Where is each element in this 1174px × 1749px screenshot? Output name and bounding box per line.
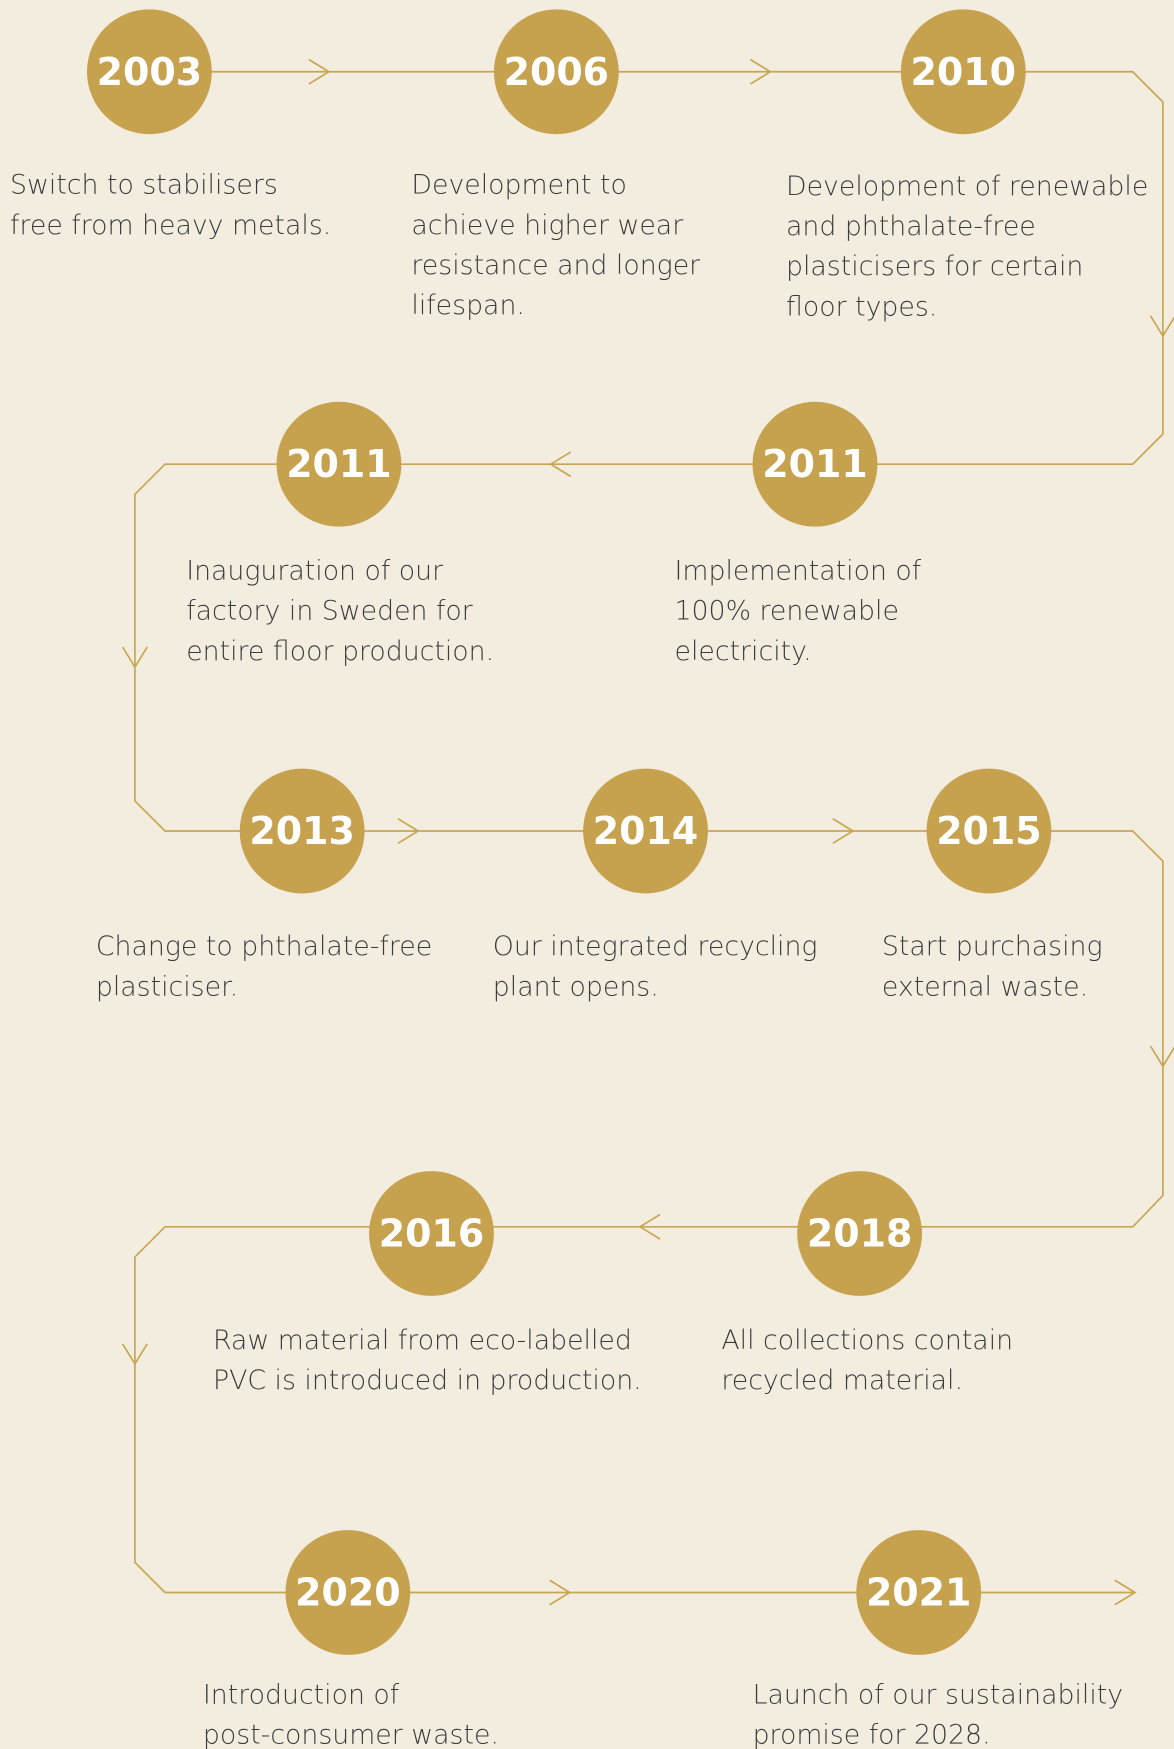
description-line: PVC is introduced in production. xyxy=(213,1365,642,1396)
description-line: promise for 2028. xyxy=(753,1719,991,1749)
description-line: electricity. xyxy=(675,636,812,667)
year-circle xyxy=(493,9,619,135)
description-line: All collections contain xyxy=(721,1325,1013,1356)
description-line: Implementation of xyxy=(675,555,922,586)
year-label: 2011 xyxy=(762,442,867,486)
year-circle xyxy=(86,9,212,135)
milestone: 2006 Development to achieve higher wear res… xyxy=(411,9,700,321)
year-label: 2014 xyxy=(593,809,698,853)
year-circle xyxy=(900,9,1026,135)
description-line: plasticisers for certain xyxy=(786,251,1083,282)
description-line: post-consumer waste. xyxy=(203,1719,499,1749)
description-line: and phthalate-free xyxy=(786,211,1036,242)
milestone: 2020 Introduction of post-consumer waste. xyxy=(203,1530,499,1749)
milestone: 2013 Change to phthalate-free plasticiser. xyxy=(96,768,432,1002)
description-line: Development to xyxy=(411,170,626,201)
milestone: 2016 Raw material from eco-labelled PVC is… xyxy=(213,1171,642,1396)
year-label: 2018 xyxy=(807,1212,912,1256)
milestone: 2003 Switch to stabilisers free from heavy… xyxy=(10,9,331,241)
milestone: 2010 Development of renewable and phthalat… xyxy=(786,9,1148,322)
milestone: 2018 All collections contain recycled mate… xyxy=(721,1171,1013,1396)
description-line: Launch of our sustainability xyxy=(753,1679,1124,1710)
description-line: floor types. xyxy=(786,291,937,322)
description-line: Raw material from eco-labelled xyxy=(213,1325,632,1356)
description-line: Change to phthalate-free xyxy=(96,931,432,962)
description-line: 100% renewable xyxy=(675,596,899,627)
year-label: 2020 xyxy=(295,1571,400,1615)
year-label: 2015 xyxy=(936,809,1041,853)
year-circle xyxy=(369,1171,494,1296)
year-circle xyxy=(239,768,365,894)
description-line: resistance and longer xyxy=(411,250,700,281)
description-line: Introduction of xyxy=(203,1679,400,1710)
milestone: 2021 Launch of our sustainability promise … xyxy=(753,1530,1124,1749)
year-label: 2016 xyxy=(379,1212,484,1256)
year-circle xyxy=(926,768,1052,894)
description-line: plant opens. xyxy=(493,971,659,1002)
description-line: recycled material. xyxy=(721,1365,963,1396)
description-line: Our integrated recycling xyxy=(493,931,818,962)
description-line: Start purchasing xyxy=(882,931,1103,962)
description-line: external waste. xyxy=(882,971,1088,1002)
description-line: plasticiser. xyxy=(96,971,238,1002)
milestone: 2014 Our integrated recycling plant opens. xyxy=(493,768,818,1002)
milestone: 2011 Implementation of 100% renewable elect… xyxy=(675,401,922,667)
description-line: free from heavy metals. xyxy=(10,210,331,241)
description-line: entire floor production. xyxy=(186,636,494,667)
description-line: factory in Sweden for xyxy=(186,596,473,627)
year-circle xyxy=(856,1530,982,1655)
year-circle xyxy=(583,768,708,894)
description-line: Development of renewable xyxy=(786,171,1148,202)
year-label: 2010 xyxy=(911,50,1016,94)
year-circle xyxy=(752,401,878,527)
milestone: 2015 Start purchasing external waste. xyxy=(882,768,1103,1002)
year-circle xyxy=(285,1530,411,1655)
description-line: achieve higher wear xyxy=(411,210,683,241)
description-line: Inauguration of our xyxy=(186,555,443,586)
arrows xyxy=(121,58,1174,1606)
description-line: Switch to stabilisers xyxy=(10,170,278,201)
year-circle xyxy=(797,1171,923,1296)
year-label: 2013 xyxy=(249,809,354,853)
year-circle xyxy=(276,401,402,527)
year-label: 2006 xyxy=(504,50,609,94)
year-label: 2021 xyxy=(866,1571,971,1615)
description-line: lifespan. xyxy=(411,290,525,321)
year-label: 2011 xyxy=(286,442,391,486)
milestone: 2011 Inauguration of our factory in Sweden… xyxy=(186,401,494,667)
year-label: 2003 xyxy=(97,50,202,94)
